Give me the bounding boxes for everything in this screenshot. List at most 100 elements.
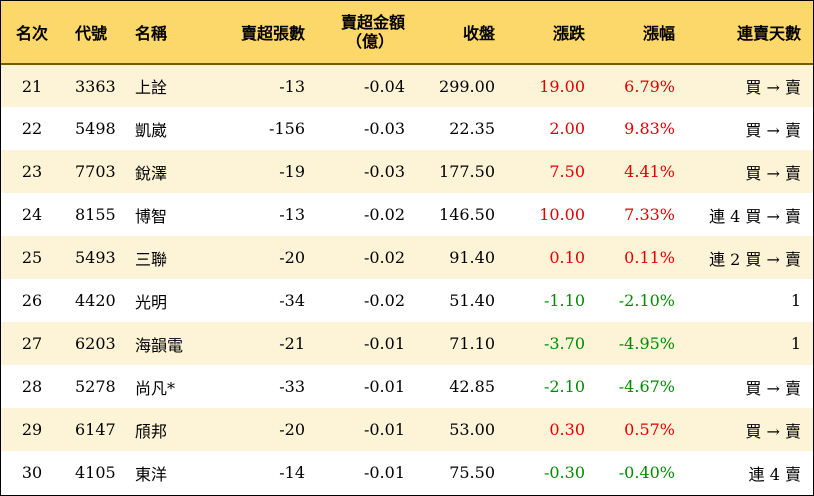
cell-sell-lots: -20: [279, 248, 305, 267]
cell-change-pct: -4.95%: [618, 334, 675, 353]
cell-close: 51.40: [449, 291, 495, 310]
cell-sell-amount: -0.01: [363, 377, 405, 396]
header-code: 代號: [75, 24, 108, 43]
cell-streak: 1: [790, 291, 801, 310]
cell-code: 6147: [75, 420, 116, 439]
cell-change: -2.10: [543, 377, 585, 396]
cell-rank: 25: [21, 248, 43, 267]
header-change-pct: 漲幅: [642, 24, 675, 43]
table-row: 24 8155 博智 -13 -0.02 146.50 10.00 7.33% 連 4 買 → …: [1, 193, 813, 236]
cell-rank: 24: [21, 205, 43, 224]
cell-sell-lots: -156: [269, 119, 305, 138]
cell-code: 4105: [75, 463, 116, 482]
cell-rank: 27: [21, 334, 43, 353]
cell-rank: 30: [21, 463, 43, 482]
cell-code: 7703: [75, 162, 116, 181]
cell-sell-lots: -33: [279, 377, 305, 396]
header-rank: 名次: [15, 24, 48, 43]
cell-change-pct: -0.40%: [618, 463, 675, 482]
cell-close: 299.00: [439, 76, 495, 96]
cell-code: 3363: [75, 76, 116, 96]
cell-code: 5498: [75, 119, 116, 138]
cell-name: 海韻電: [135, 335, 184, 355]
cell-change: 0.30: [549, 420, 585, 439]
cell-streak: 連 4 買 → 賣: [709, 206, 801, 226]
cell-sell-amount: -0.02: [363, 205, 405, 224]
cell-change-pct: -2.10%: [618, 291, 675, 310]
cell-close: 177.50: [439, 162, 495, 181]
cell-close: 71.10: [449, 334, 495, 353]
header-change: 漲跌: [552, 24, 585, 43]
cell-sell-lots: -14: [279, 463, 305, 482]
cell-code: 4420: [75, 291, 116, 310]
cell-change: 10.00: [539, 205, 585, 224]
table-body: 21 3363 上詮 -13 -0.04 299.00 19.00 6.79% 買 → 賣 22 5…: [1, 64, 813, 494]
cell-code: 8155: [75, 205, 116, 224]
cell-sell-lots: -34: [279, 291, 305, 310]
cell-change-pct: 0.11%: [624, 248, 675, 267]
cell-change: -3.70: [543, 334, 585, 353]
cell-rank: 29: [21, 420, 43, 439]
cell-change-pct: -4.67%: [618, 377, 675, 396]
cell-name: 頎邦: [135, 421, 168, 441]
cell-change: 2.00: [549, 119, 585, 138]
table-row: 26 4420 光明 -34 -0.02 51.40 -1.10 -2.10% 1: [1, 279, 813, 322]
header-name: 名稱: [135, 24, 168, 43]
cell-sell-lots: -13: [279, 205, 305, 224]
cell-change-pct: 6.79%: [624, 76, 675, 96]
cell-sell-amount: -0.01: [363, 463, 405, 482]
cell-close: 91.40: [449, 248, 495, 267]
cell-rank: 28: [21, 377, 43, 396]
cell-close: 42.85: [449, 377, 495, 396]
table-row: 21 3363 上詮 -13 -0.04 299.00 19.00 6.79% 買 → 賣: [1, 64, 813, 107]
cell-code: 5493: [75, 248, 116, 267]
cell-close: 22.35: [449, 119, 495, 138]
table-header-row: 名次 代號 名稱 賣超張數 賣超金額 （億） 收盤 漲跌 漲幅 連賣天數: [1, 1, 813, 64]
cell-streak: 買 → 賣: [745, 78, 801, 97]
cell-change: 19.00: [539, 76, 585, 96]
table-row: 23 7703 銳澤 -19 -0.03 177.50 7.50 4.41% 買 → 賣: [1, 150, 813, 193]
cell-code: 6203: [75, 334, 116, 353]
cell-rank: 26: [21, 291, 43, 310]
cell-streak: 連 4 賣: [748, 464, 801, 484]
table-row: 30 4105 東洋 -14 -0.01 75.50 -0.30 -0.40% 連 4 賣: [1, 451, 813, 494]
cell-close: 53.00: [449, 420, 495, 439]
cell-close: 146.50: [439, 205, 495, 224]
cell-name: 尚凡*: [135, 378, 176, 398]
cell-change: 7.50: [549, 162, 585, 181]
cell-streak: 買 → 賣: [745, 378, 801, 398]
cell-change-pct: 0.57%: [624, 420, 675, 439]
cell-streak: 連 2 買 → 賣: [709, 249, 801, 269]
header-streak: 連賣天數: [736, 24, 801, 43]
cell-name: 銳澤: [135, 163, 168, 183]
cell-name: 上詮: [135, 78, 168, 97]
table-row: 28 5278 尚凡* -33 -0.01 42.85 -2.10 -4.67% 買 → 賣: [1, 365, 813, 408]
cell-name: 凱崴: [135, 120, 168, 140]
cell-sell-amount: -0.01: [363, 420, 405, 439]
header-sell-amount-line2: （億）: [345, 32, 394, 51]
cell-sell-amount: -0.04: [363, 76, 405, 96]
cell-streak: 買 → 賣: [745, 120, 801, 140]
cell-change: -1.10: [543, 291, 585, 310]
cell-name: 博智: [135, 206, 168, 226]
cell-name: 光明: [135, 292, 168, 312]
header-sell-amount-line1: 賣超金額: [340, 13, 405, 32]
cell-sell-amount: -0.02: [363, 291, 405, 310]
cell-name: 三聯: [135, 249, 168, 269]
cell-sell-lots: -21: [279, 334, 305, 353]
cell-change: -0.30: [543, 463, 585, 482]
cell-rank: 23: [21, 162, 43, 181]
cell-streak: 買 → 賣: [745, 163, 801, 183]
cell-sell-amount: -0.03: [363, 119, 405, 138]
cell-sell-amount: -0.03: [363, 162, 405, 181]
cell-code: 5278: [75, 377, 116, 396]
cell-close: 75.50: [449, 463, 495, 482]
cell-change-pct: 4.41%: [624, 162, 675, 181]
cell-sell-amount: -0.01: [363, 334, 405, 353]
table-row: 29 6147 頎邦 -20 -0.01 53.00 0.30 0.57% 買 → 賣: [1, 408, 813, 451]
header-sell-lots: 賣超張數: [240, 24, 305, 43]
cell-sell-lots: -13: [279, 76, 305, 96]
cell-change-pct: 7.33%: [624, 205, 675, 224]
